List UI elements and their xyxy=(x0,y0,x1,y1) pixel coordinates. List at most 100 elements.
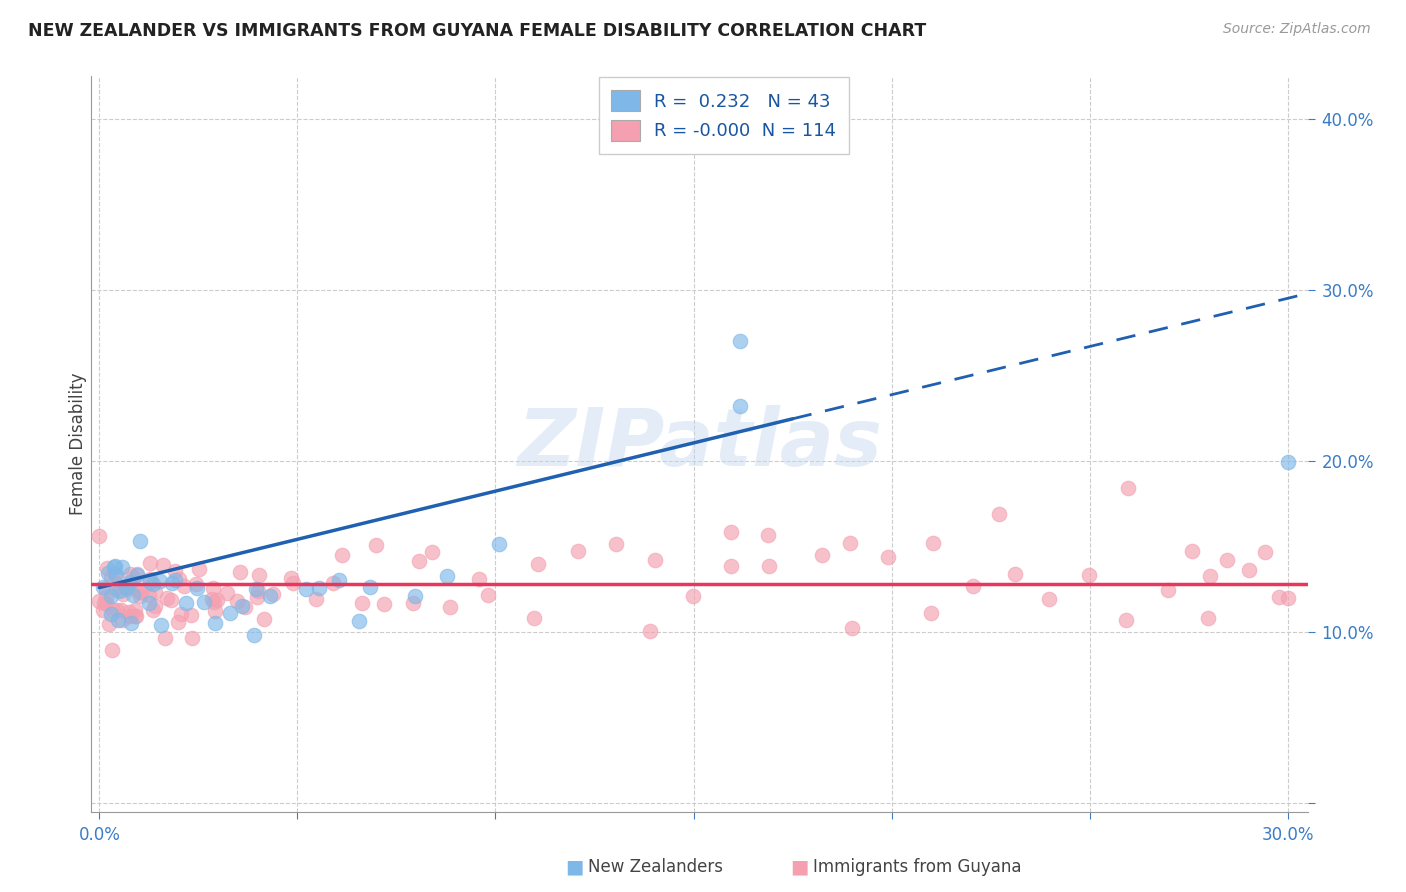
Point xyxy=(174,596,197,610)
Point xyxy=(523,610,546,624)
Point xyxy=(810,548,832,562)
Point xyxy=(125,568,148,582)
Point xyxy=(247,568,270,582)
Point xyxy=(262,587,284,601)
Point xyxy=(125,608,148,623)
Point xyxy=(920,607,942,621)
Point xyxy=(477,589,499,603)
Point xyxy=(103,560,125,574)
Point xyxy=(527,558,550,572)
Text: ZIPatlas: ZIPatlas xyxy=(517,405,882,483)
Point xyxy=(143,585,166,599)
Point xyxy=(347,614,370,628)
Point xyxy=(107,613,129,627)
Point xyxy=(488,537,510,551)
Point xyxy=(96,561,118,575)
Text: New Zealanders: New Zealanders xyxy=(588,858,723,876)
Point xyxy=(122,588,145,602)
Point xyxy=(129,585,152,599)
Point xyxy=(350,596,373,610)
Point xyxy=(118,566,141,581)
Point xyxy=(1277,591,1299,606)
Point xyxy=(201,591,224,606)
Point xyxy=(987,507,1010,521)
Point xyxy=(281,575,304,590)
Point xyxy=(180,607,202,622)
Point xyxy=(120,615,142,630)
Point xyxy=(149,574,172,588)
Legend: R =  0.232   N = 43, R = -0.000  N = 114: R = 0.232 N = 43, R = -0.000 N = 114 xyxy=(599,78,849,153)
Point xyxy=(104,558,127,573)
Point xyxy=(129,534,152,549)
Point xyxy=(129,584,152,599)
Point xyxy=(89,528,111,542)
Point xyxy=(138,588,160,602)
Point xyxy=(105,576,128,591)
Point xyxy=(962,579,984,593)
Point xyxy=(170,607,193,621)
Point xyxy=(187,562,209,576)
Point xyxy=(143,599,166,614)
Point xyxy=(1197,611,1219,625)
Point xyxy=(89,594,111,608)
Point xyxy=(259,589,281,603)
Point xyxy=(138,596,160,610)
Point xyxy=(205,593,228,607)
Point xyxy=(295,582,318,596)
Point xyxy=(111,587,134,601)
Point xyxy=(152,558,174,573)
Text: Immigrants from Guyana: Immigrants from Guyana xyxy=(813,858,1021,876)
Point xyxy=(100,589,122,603)
Point xyxy=(246,590,269,604)
Point xyxy=(91,581,114,595)
Point xyxy=(231,599,253,614)
Point xyxy=(373,597,395,611)
Point xyxy=(93,596,115,610)
Point xyxy=(111,560,134,574)
Point xyxy=(366,538,388,552)
Point xyxy=(246,584,269,599)
Point xyxy=(1077,567,1099,582)
Point xyxy=(91,602,114,616)
Point xyxy=(1277,455,1299,469)
Point xyxy=(215,586,238,600)
Point xyxy=(839,536,862,550)
Point xyxy=(226,594,249,608)
Point xyxy=(115,581,138,595)
Point xyxy=(139,574,162,589)
Point xyxy=(1216,553,1239,567)
Point xyxy=(186,581,208,595)
Point xyxy=(97,616,120,631)
Point xyxy=(118,575,141,590)
Point xyxy=(163,564,186,578)
Point xyxy=(204,616,226,631)
Point xyxy=(1116,481,1139,495)
Point xyxy=(173,579,195,593)
Point xyxy=(96,591,118,605)
Point xyxy=(1004,567,1026,582)
Point xyxy=(1254,545,1277,559)
Point xyxy=(229,565,252,579)
Point xyxy=(100,607,122,621)
Point xyxy=(758,558,780,573)
Point xyxy=(1268,590,1291,604)
Point xyxy=(100,643,122,657)
Point xyxy=(1199,568,1222,582)
Point xyxy=(156,591,179,605)
Point xyxy=(280,571,302,585)
Point xyxy=(160,575,183,590)
Point xyxy=(204,604,226,618)
Point xyxy=(202,581,225,595)
Point xyxy=(181,632,204,646)
Point xyxy=(877,549,900,564)
Point xyxy=(436,569,458,583)
Point xyxy=(359,580,381,594)
Point xyxy=(142,577,165,591)
Point xyxy=(638,624,661,638)
Point xyxy=(328,574,350,588)
Point xyxy=(118,605,141,619)
Point xyxy=(111,583,134,598)
Point xyxy=(245,582,267,596)
Point xyxy=(107,583,129,598)
Point xyxy=(101,603,124,617)
